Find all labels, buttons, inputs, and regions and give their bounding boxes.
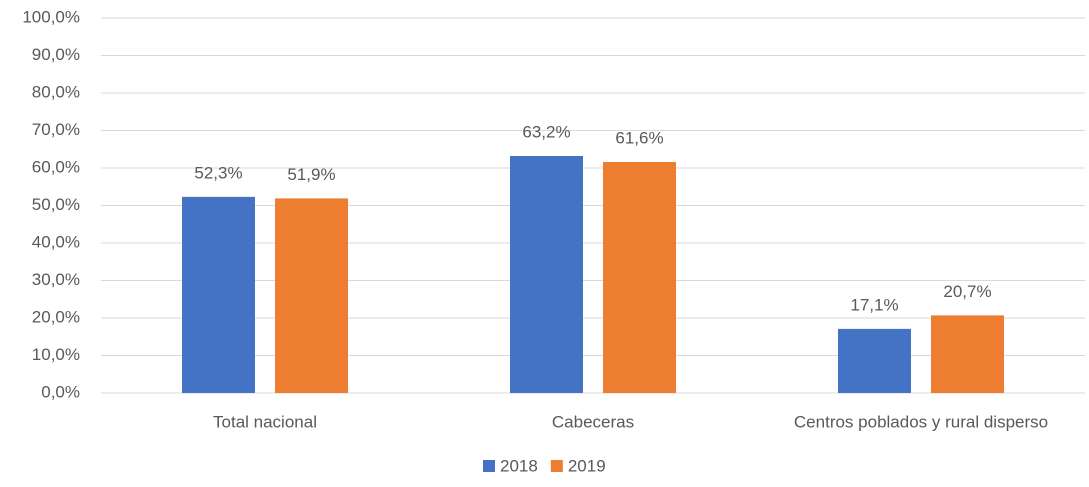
y-tick-label: 30,0%	[32, 270, 80, 289]
legend-label: 2019	[568, 456, 606, 475]
legend-swatch	[550, 460, 563, 472]
bar	[931, 315, 1004, 393]
y-tick-label: 70,0%	[32, 120, 80, 139]
y-tick-label: 0,0%	[41, 382, 80, 401]
bar	[510, 156, 583, 393]
data-label: 52,3%	[194, 163, 242, 182]
bar	[838, 328, 911, 393]
x-tick-label: Cabeceras	[552, 412, 634, 431]
y-tick-label: 10,0%	[32, 345, 80, 364]
bar	[182, 196, 255, 393]
x-tick-label: Total nacional	[213, 412, 317, 431]
y-tick-label: 60,0%	[32, 157, 80, 176]
data-label: 51,9%	[287, 165, 335, 184]
bar	[603, 162, 676, 393]
y-tick-label: 80,0%	[32, 82, 80, 101]
bar	[275, 198, 348, 393]
data-label: 17,1%	[850, 295, 898, 314]
data-label: 61,6%	[615, 128, 663, 147]
legend-label: 2018	[500, 456, 538, 475]
y-tick-label: 40,0%	[32, 232, 80, 251]
data-label: 63,2%	[522, 122, 570, 141]
x-tick-label: Centros poblados y rural disperso	[794, 412, 1048, 431]
legend-swatch	[483, 460, 495, 472]
data-label: 20,7%	[943, 282, 991, 301]
y-tick-label: 100,0%	[22, 7, 80, 26]
y-tick-label: 20,0%	[32, 307, 80, 326]
y-tick-label: 90,0%	[32, 45, 80, 64]
y-tick-label: 50,0%	[32, 195, 80, 214]
